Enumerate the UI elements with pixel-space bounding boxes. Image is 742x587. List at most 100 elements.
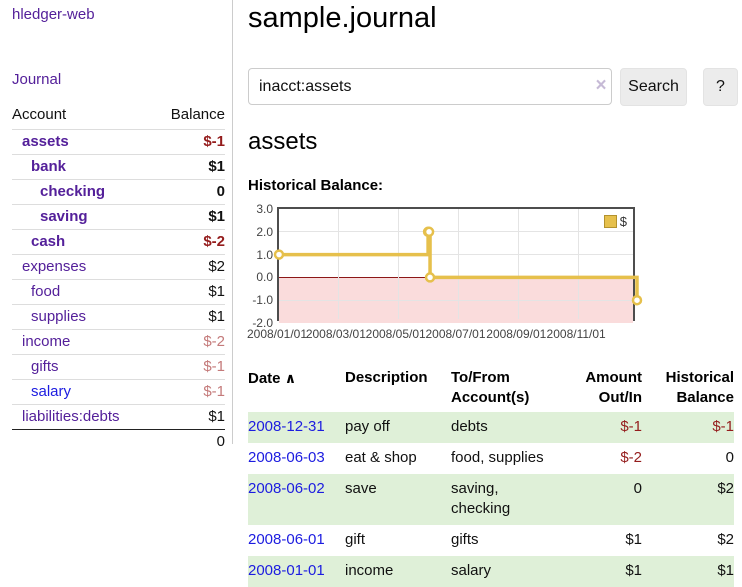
sort-ascending-icon: ∧: [284, 370, 297, 386]
register-row: 2008-06-02 save saving, checking 0 $2: [248, 474, 734, 525]
clear-search-icon[interactable]: ×: [595, 75, 607, 96]
account-balance: $1: [153, 404, 225, 430]
account-balance: $1: [153, 204, 225, 230]
transaction-accounts: food, supplies: [451, 449, 544, 466]
account-link-checking[interactable]: checking: [40, 183, 106, 200]
search-input[interactable]: [248, 68, 612, 105]
account-row-gifts: gifts $-1: [12, 354, 225, 380]
transaction-date-link[interactable]: 2008-12-31: [248, 418, 325, 435]
transaction-date-link[interactable]: 2008-06-03: [248, 449, 325, 466]
register-row: 2008-12-31 pay off debts $-1 $-1: [248, 412, 734, 443]
account-link-food[interactable]: food: [31, 283, 61, 300]
y-tick-label: 2.0: [256, 224, 273, 239]
account-row-liabilities-debts: liabilities:debts $1: [12, 404, 225, 430]
account-link-saving[interactable]: saving: [40, 208, 88, 225]
sidebar-item-journal[interactable]: Journal: [12, 71, 62, 88]
account-row-income: income $-2: [12, 329, 225, 355]
transaction-accounts: debts: [451, 412, 561, 443]
data-point-marker: [423, 226, 435, 238]
accounts-table: Account Balance assets $-1 bank $1 check…: [12, 102, 225, 454]
transaction-amount: $1: [561, 556, 646, 587]
account-link-assets[interactable]: assets: [22, 133, 69, 150]
account-balance: 0: [153, 179, 225, 205]
transaction-description: pay off: [345, 412, 451, 443]
account-link-income[interactable]: income: [22, 333, 71, 350]
gridline: [279, 299, 633, 301]
search-button[interactable]: Search: [620, 68, 687, 106]
account-link-bank[interactable]: bank: [31, 158, 67, 175]
account-row-cash: cash $-2: [12, 229, 225, 255]
gridline: [578, 209, 580, 319]
chart-plot: $: [273, 207, 643, 323]
account-link-expenses[interactable]: expenses: [22, 258, 87, 275]
column-header-description: Description: [345, 369, 428, 386]
account-row-saving: saving $1: [12, 204, 225, 230]
legend-label: $: [619, 214, 627, 229]
account-balance: $-2: [153, 229, 225, 255]
accounts-header-row: Account Balance: [12, 102, 225, 130]
data-point-marker: [273, 249, 285, 260]
transaction-balance: 0: [725, 449, 734, 466]
account-balance: $-1: [153, 354, 225, 380]
account-link-gifts[interactable]: gifts: [31, 358, 59, 375]
x-tick-label: 2008/11/01: [546, 327, 606, 341]
account-balance: $1: [153, 279, 225, 305]
historical-balance-chart: $ 3.0 2.0 1.0 0.0 -1.0 -2.0 2008/01/01 2008/03…: [243, 202, 683, 350]
transaction-amount: $1: [625, 531, 642, 548]
transaction-date-link[interactable]: 2008-06-01: [248, 531, 325, 548]
y-tick-label: 3.0: [256, 202, 273, 216]
chart-title: Historical Balance:: [248, 177, 384, 194]
x-tick-label: 2008/03/01: [305, 327, 366, 341]
column-header-date[interactable]: Date ∧: [248, 370, 297, 387]
account-title: assets: [248, 128, 318, 155]
column-header-balance: Historical Balance: [665, 369, 734, 406]
account-row-assets: assets $-1: [12, 129, 225, 155]
transaction-date-link[interactable]: 2008-06-02: [248, 480, 325, 497]
data-point-marker: [631, 294, 643, 306]
account-link-supplies[interactable]: supplies: [31, 308, 87, 325]
column-header-amount: Amount Out/In: [585, 369, 642, 406]
account-row-checking: checking 0: [12, 179, 225, 205]
transaction-balance: $1: [646, 556, 734, 587]
account-row-expenses: expenses $2: [12, 254, 225, 280]
sidebar: hledger-web Journal Account Balance asse…: [0, 0, 233, 454]
chart-legend: $: [601, 213, 629, 230]
gridline: [279, 231, 633, 233]
x-tick-label: 2008/05/01: [365, 327, 426, 341]
accounts-header-account: Account: [12, 106, 67, 123]
transaction-description: eat & shop: [345, 449, 417, 466]
register-row: 2008-06-01 gift gifts $1 $2: [248, 525, 734, 556]
chart-plot-area: [273, 209, 643, 323]
transaction-accounts: gifts: [451, 531, 479, 548]
account-link-liabilities-debts[interactable]: liabilities:debts: [22, 408, 120, 425]
transaction-description: income: [345, 556, 451, 587]
y-tick-label: -2.0: [252, 316, 273, 330]
transaction-balance: $-1: [646, 412, 734, 443]
transaction-accounts: salary: [451, 556, 561, 587]
y-tick-label: 1.0: [256, 247, 273, 262]
accounts-header-balance: Balance: [170, 106, 225, 123]
transaction-amount: 0: [561, 474, 646, 525]
app-brand-link[interactable]: hledger-web: [12, 6, 95, 23]
series-line: [273, 226, 643, 306]
gridline: [279, 254, 633, 256]
account-balance: $-1: [153, 129, 225, 155]
x-tick-label: 2008/01/01: [246, 327, 308, 341]
accounts-total-value: 0: [153, 429, 225, 454]
transaction-date-link[interactable]: 2008-01-01: [248, 562, 325, 579]
x-tick-label: 2008/09/01: [486, 327, 547, 341]
help-button[interactable]: ?: [703, 68, 738, 106]
y-tick-label: -1.0: [252, 293, 273, 308]
transaction-amount: $-2: [620, 449, 642, 466]
transaction-balance: $2: [717, 531, 734, 548]
account-row-food: food $1: [12, 279, 225, 305]
account-link-salary[interactable]: salary: [31, 383, 72, 400]
transaction-accounts: saving, checking: [451, 474, 561, 525]
data-point-marker: [424, 272, 436, 283]
register-header-row: Date ∧ Description To/From Account(s) Am…: [248, 366, 734, 412]
account-balance: $-2: [153, 329, 225, 355]
account-row-supplies: supplies $1: [12, 304, 225, 330]
gridline: [337, 209, 339, 319]
account-link-cash[interactable]: cash: [31, 233, 66, 250]
legend-swatch-icon: [603, 215, 617, 228]
